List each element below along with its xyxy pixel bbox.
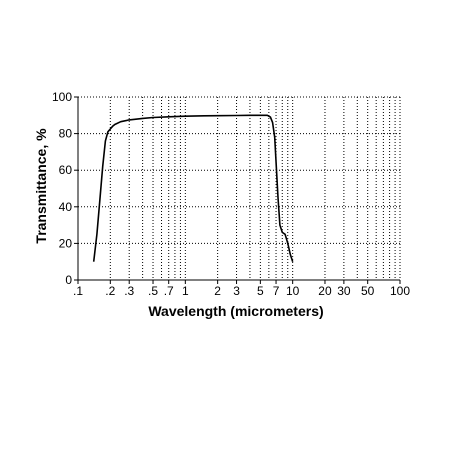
x-tick-label: 50 <box>361 284 375 298</box>
x-tick-label: 3 <box>233 284 240 298</box>
x-tick-label: .2 <box>105 284 115 298</box>
x-tick-label: 10 <box>286 284 300 298</box>
series-line-0 <box>92 114 294 262</box>
y-tick-label: 40 <box>59 200 73 214</box>
x-axis-title: Wavelength (micrometers) <box>148 303 323 319</box>
x-tick-label: 30 <box>337 284 351 298</box>
y-tick-label: 60 <box>59 163 73 177</box>
y-tick-label: 100 <box>52 90 72 104</box>
y-axis-ticks: 0 20 40 60 80 100 <box>52 90 78 287</box>
y-axis-title: Transmittance, % <box>33 128 49 244</box>
x-tick-label: 7 <box>273 284 280 298</box>
x-tick-label: 1 <box>182 284 189 298</box>
x-tick-label: .7 <box>164 284 174 298</box>
y-tick-label: 20 <box>59 236 73 250</box>
x-tick-label: .3 <box>124 284 134 298</box>
plot-frame <box>77 97 400 281</box>
gridlines <box>77 96 401 281</box>
x-tick-label: 20 <box>318 284 332 298</box>
x-tick-label: .1 <box>73 284 83 298</box>
x-tick-label: 5 <box>257 284 264 298</box>
y-tick-label: 80 <box>59 127 73 141</box>
x-tick-label: .5 <box>148 284 158 298</box>
x-tick-label: 100 <box>390 284 410 298</box>
y-tick-label: 0 <box>65 273 72 287</box>
x-axis-ticks: .1 .2 .3 .5 .7 1 2 3 5 7 10 20 30 50 100 <box>73 280 410 298</box>
series-layer <box>92 114 294 262</box>
x-tick-label: 2 <box>214 284 221 298</box>
